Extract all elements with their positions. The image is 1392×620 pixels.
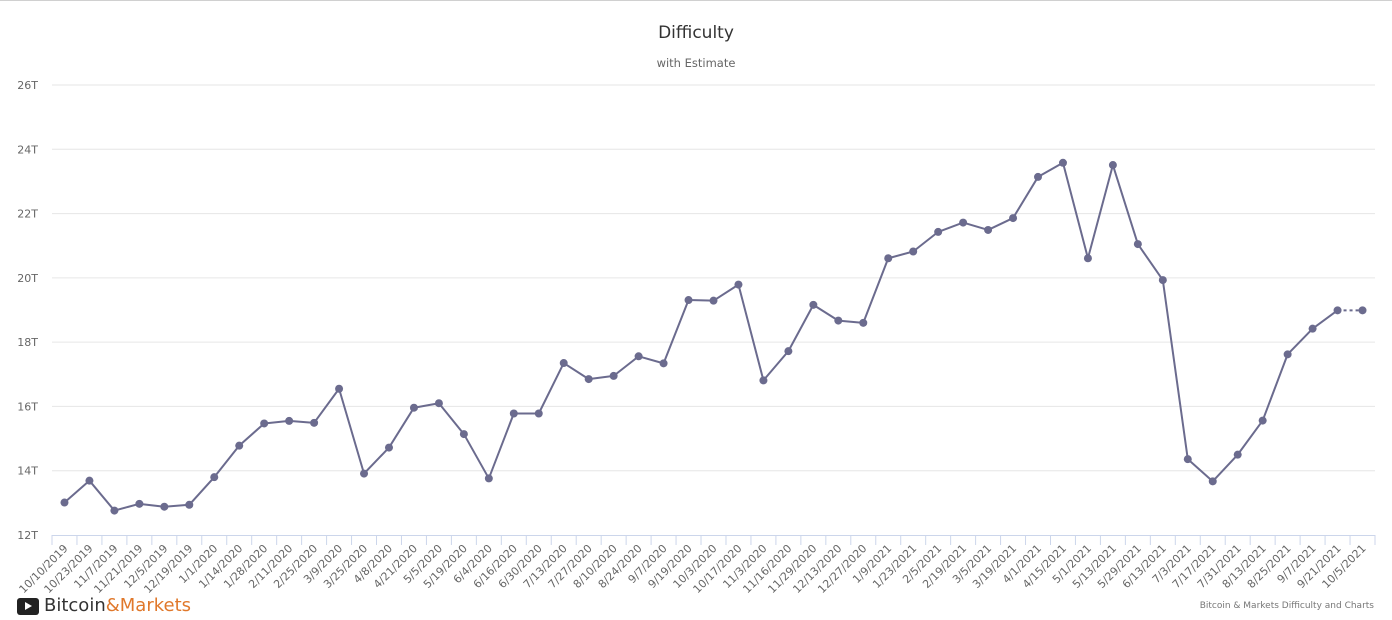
brand-name-part2: &Markets [105,595,192,616]
data-point[interactable] [1009,214,1018,223]
data-point[interactable] [1283,350,1292,359]
data-point[interactable] [434,399,443,408]
data-point[interactable] [260,419,269,428]
data-point[interactable] [1233,450,1242,459]
y-axis: 12T 14T 16T 18T 20T 22T 24T 26T [17,79,38,542]
data-point[interactable] [1208,477,1217,486]
data-point[interactable] [1058,158,1067,167]
data-point[interactable] [310,418,319,427]
data-point[interactable] [659,359,668,368]
data-point[interactable] [609,371,618,380]
chart-title: Difficulty [658,23,734,43]
data-point[interactable] [285,416,294,425]
series-difficulty [63,161,1363,512]
brand-name-part1: Bitcoin [44,595,106,616]
data-point[interactable] [1158,276,1167,285]
y-tick-label: 22T [17,208,38,221]
y-tick-label: 16T [17,400,38,413]
data-point[interactable] [185,500,194,509]
data-point[interactable] [934,227,943,236]
data-point[interactable] [484,474,493,483]
data-point[interactable] [959,218,968,227]
data-point[interactable] [559,359,568,368]
play-icon [17,597,39,615]
data-point[interactable] [160,502,169,511]
data-point[interactable] [1333,306,1342,315]
data-point[interactable] [509,409,518,418]
data-point[interactable] [235,441,244,450]
data-point[interactable] [1258,416,1267,425]
data-point[interactable] [1183,455,1192,464]
data-point[interactable] [859,318,868,327]
x-axis: 10/10/201910/23/201911/7/201911/21/20191… [17,535,1376,596]
y-tick-label: 14T [17,465,38,478]
data-point[interactable] [409,403,418,412]
data-point[interactable] [884,254,893,263]
data-point[interactable] [1133,240,1142,249]
data-point[interactable] [584,375,593,384]
y-tick-label: 26T [17,79,38,92]
grid-layer [52,84,1375,472]
data-point[interactable] [834,316,843,325]
y-tick-label: 24T [17,143,38,156]
data-point[interactable] [110,506,119,515]
data-point[interactable] [909,247,918,256]
data-point[interactable] [335,384,344,393]
data-point[interactable] [734,280,743,289]
data-point[interactable] [1083,254,1092,263]
data-point[interactable] [1358,306,1367,315]
brand-logo[interactable]: Bitcoin &Markets [17,595,191,617]
y-tick-label: 20T [17,272,38,285]
data-point[interactable] [135,499,144,508]
data-point[interactable] [684,296,693,305]
data-point[interactable] [459,430,468,439]
difficulty-line [63,161,1339,512]
chart-subtitle: with Estimate [657,56,736,70]
data-point[interactable] [1108,161,1117,170]
data-point[interactable] [534,409,543,418]
series-points [60,158,1367,515]
data-point[interactable] [360,469,369,478]
y-tick-label: 18T [17,336,38,349]
data-point[interactable] [1308,324,1317,333]
data-point[interactable] [634,352,643,361]
data-point[interactable] [759,376,768,385]
data-point[interactable] [809,300,818,309]
data-point[interactable] [60,498,69,507]
data-point[interactable] [210,473,219,482]
data-point[interactable] [784,347,793,356]
data-point[interactable] [85,476,94,485]
chart-credits[interactable]: Bitcoin & Markets Difficulty and Charts [1199,601,1374,611]
data-point[interactable] [984,225,993,234]
data-point[interactable] [384,443,393,452]
data-point[interactable] [709,296,718,305]
data-point[interactable] [1034,172,1043,181]
y-tick-label: 12T [17,529,38,542]
